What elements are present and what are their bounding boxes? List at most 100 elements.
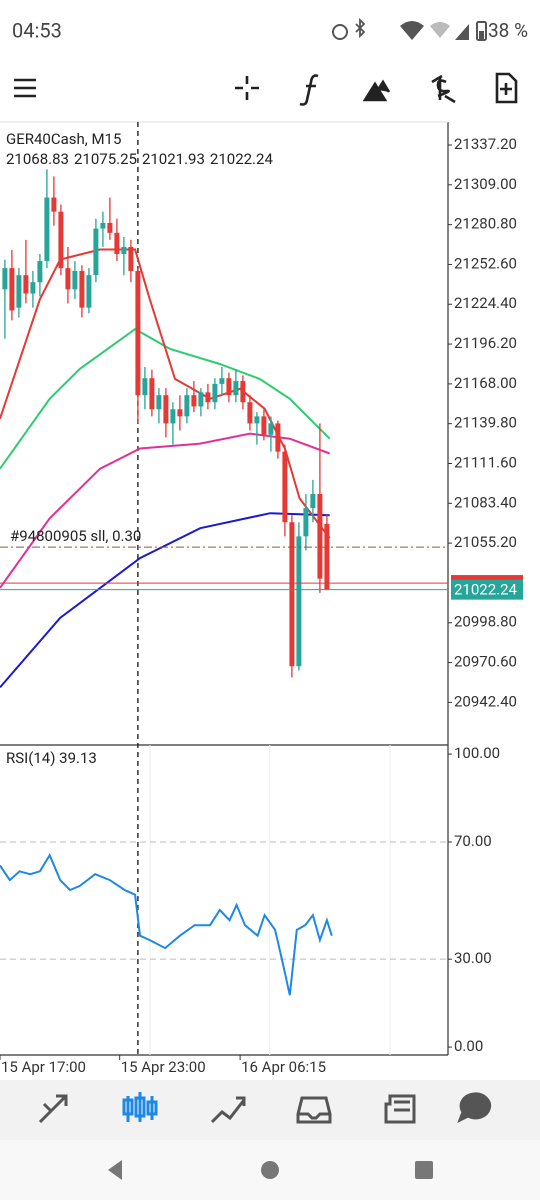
moving-average <box>0 512 330 689</box>
candle-body <box>170 409 176 424</box>
candle-body <box>247 402 253 424</box>
candle-body <box>100 222 106 229</box>
moving-average <box>0 327 331 470</box>
y-tick-label: 21280.80 <box>454 215 517 233</box>
y-tick-label: 21224.40 <box>454 294 517 312</box>
status-icons <box>332 17 487 41</box>
candle-body <box>317 493 323 579</box>
candle-body <box>156 395 162 410</box>
y-tick-label: 0.00 <box>454 1037 483 1055</box>
candle-body <box>142 378 148 396</box>
recents-button[interactable] <box>415 1161 433 1179</box>
candle-body <box>275 423 281 452</box>
candle-body <box>86 275 92 308</box>
y-tick-label: 21252.60 <box>454 254 517 272</box>
candle-body <box>37 261 43 283</box>
ohlc-header: 21068.83 21075.25 21021.93 21022.24 <box>6 150 273 168</box>
chart-tab[interactable] <box>122 1092 158 1122</box>
candle-body <box>30 282 36 294</box>
status-time: 04:53 <box>12 18 62 42</box>
candle-body <box>198 392 204 407</box>
candle-body <box>212 383 218 403</box>
indicators-icon[interactable] <box>299 74 319 106</box>
candle-body <box>205 392 211 403</box>
candle-body <box>303 508 309 537</box>
rsi-title: RSI(14) 39.13 <box>6 749 97 767</box>
ohlc-value: 21068.83 <box>6 150 69 168</box>
crosshair-icon[interactable] <box>235 76 259 100</box>
news-tab[interactable] <box>384 1094 416 1124</box>
quotes-tab[interactable] <box>38 1094 68 1124</box>
y-tick-label: 20970.60 <box>454 653 517 671</box>
candle-body <box>121 246 127 254</box>
candle-body <box>2 268 8 290</box>
y-tick-label: 21083.40 <box>454 493 517 511</box>
x-tick-label: 15 Apr 23:00 <box>121 1058 206 1076</box>
candle-body <box>226 378 232 396</box>
y-tick-label: 100.00 <box>454 744 500 762</box>
y-tick-label: 21337.20 <box>454 135 517 153</box>
candle-body <box>163 395 169 424</box>
candle-body <box>65 268 71 290</box>
symbol-title: GER40Cash, M15 <box>6 130 121 148</box>
ohlc-value: 21075.25 <box>74 150 137 168</box>
main-pane <box>0 169 331 689</box>
bid-box <box>451 579 523 600</box>
candle-body <box>114 232 120 254</box>
candle-body <box>184 395 190 417</box>
candle-body <box>135 270 141 396</box>
candle-body <box>16 275 22 308</box>
candle-body <box>9 268 15 311</box>
menu-icon[interactable] <box>14 78 36 98</box>
messages-tab[interactable] <box>457 1092 492 1124</box>
moving-average <box>0 248 331 539</box>
toolbar <box>14 72 518 106</box>
candle-body <box>324 523 330 590</box>
y-tick-label: 21055.20 <box>454 533 517 551</box>
candle-body <box>254 416 260 424</box>
candle-body <box>128 246 134 271</box>
bottom-nav <box>0 1080 540 1140</box>
trade-icon[interactable] <box>431 74 456 104</box>
candle-body <box>233 381 239 396</box>
ohlc-value: 21022.24 <box>210 150 274 168</box>
y-tick-label: 21309.00 <box>454 175 517 193</box>
candle-body <box>219 378 225 384</box>
candle-body <box>177 409 183 417</box>
moving-average <box>0 432 331 589</box>
candle-body <box>261 416 267 435</box>
candle-body <box>282 451 288 523</box>
candle-body <box>107 222 113 233</box>
candle-body <box>72 270 78 290</box>
history-tab[interactable] <box>296 1096 332 1124</box>
y-tick-label: 20998.80 <box>454 613 517 631</box>
candle-body <box>310 493 316 509</box>
bid-label: 21022.24 <box>454 581 518 599</box>
bottom-nav-icons <box>38 1092 492 1124</box>
candle-body <box>240 381 246 403</box>
objects-icon[interactable] <box>362 79 391 102</box>
trade-tab[interactable] <box>210 1096 246 1124</box>
y-tick-label: 21139.80 <box>454 414 517 432</box>
status-battery: 38 % <box>488 19 528 42</box>
x-tick-label: 15 Apr 17:00 <box>1 1058 86 1076</box>
candle-body <box>268 423 274 435</box>
candle-body <box>191 395 197 407</box>
ohlc-value: 21021.93 <box>142 150 205 168</box>
chart-area: 21337.20 21309.00 21280.80 21252.60 21224.40… <box>0 121 523 1076</box>
new-order-icon[interactable] <box>495 72 518 104</box>
back-button[interactable] <box>108 1160 122 1180</box>
home-button[interactable] <box>261 1161 279 1179</box>
y-tick-label: 70.00 <box>454 832 492 850</box>
candle-body <box>79 270 85 308</box>
order-label: #94800905 sll, 0.30 <box>10 527 141 545</box>
candle-body <box>296 536 302 667</box>
candle-body <box>44 197 50 262</box>
candle-body <box>51 197 57 212</box>
candle-body <box>289 522 295 667</box>
candle-body <box>23 275 29 294</box>
x-tick-label: 16 Apr 06:15 <box>241 1058 326 1076</box>
y-tick-label: 21196.20 <box>454 334 517 352</box>
